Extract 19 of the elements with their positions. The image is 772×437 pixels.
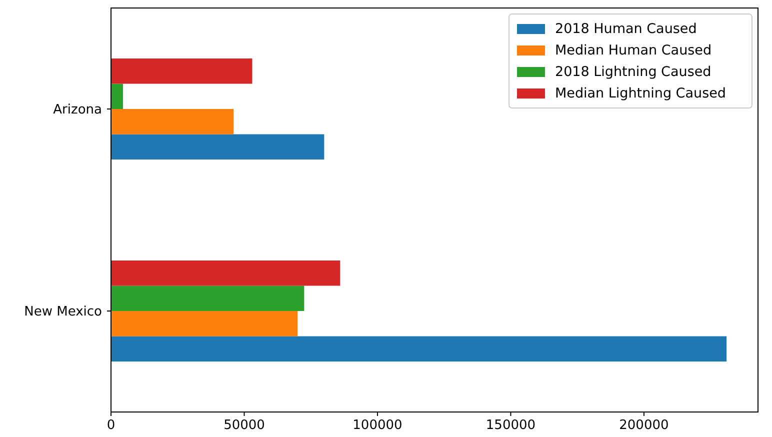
bar [111,336,727,362]
bar [111,286,304,311]
legend-label: Median Lightning Caused [555,86,726,102]
y-tick-label: Arizona [53,102,102,118]
x-tick-label: 150000 [486,418,536,433]
legend-label: 2018 Lightning Caused [555,64,712,80]
bar [111,84,123,109]
bar [111,311,298,336]
legend-label: 2018 Human Caused [555,21,697,37]
x-tick-label: 50000 [224,418,265,433]
bar [111,134,324,160]
bar [111,109,234,134]
x-tick-label: 200000 [619,418,669,433]
y-tick-label: New Mexico [24,304,102,320]
legend-label: Median Human Caused [555,42,712,58]
bar [111,58,252,84]
x-tick-label: 0 [106,418,116,433]
bar [111,260,340,286]
x-tick-label: 100000 [352,418,402,433]
